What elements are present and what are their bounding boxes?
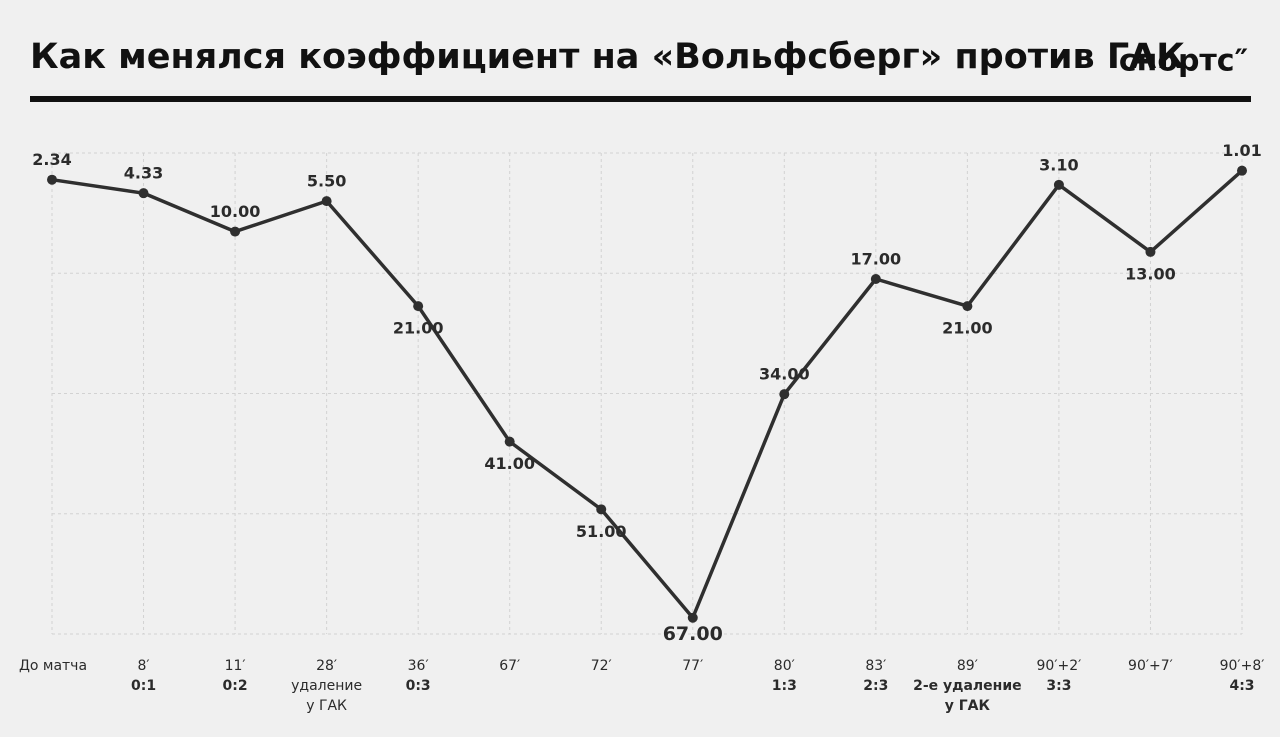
value-label: 21.00 [393, 319, 444, 338]
point [687, 612, 698, 623]
value-label: 5.50 [307, 172, 346, 191]
event-box: 0:1 [130, 678, 157, 694]
event-label: 1:3 [771, 678, 797, 694]
value-label: 4.33 [124, 164, 163, 183]
value-label: 67.00 [663, 623, 723, 645]
value-label: 1.01 [1222, 141, 1261, 160]
point [1145, 246, 1156, 257]
event-label: 2:3 [863, 678, 889, 694]
title-rule [30, 96, 1251, 102]
point [504, 436, 515, 447]
point [870, 274, 881, 285]
event-box: 0:3 [405, 678, 431, 694]
value-label: 2.34 [32, 150, 71, 169]
event-box: 2:3 [863, 678, 889, 694]
event-box: 4:3 [1229, 678, 1255, 694]
x-tick-label: 90′+2′ [1037, 658, 1082, 674]
event-box: 3:3 [1046, 678, 1072, 694]
event-box: 2-е удаление у ГАК [913, 678, 1022, 714]
x-tick-label: 77′ [682, 658, 703, 674]
x-tick-label: 67′ [499, 658, 520, 674]
x-tick-label: 89′ [957, 658, 978, 674]
event-label: 0:3 [405, 678, 431, 694]
value-label: 34.00 [759, 365, 810, 384]
point [779, 389, 790, 400]
point [1053, 179, 1064, 190]
x-tick-label: До матча [19, 658, 87, 674]
x-tick-label: 8′ [137, 658, 149, 674]
point [1237, 165, 1247, 176]
logo: спортс″ [1119, 44, 1248, 79]
event-box: 0:2 [222, 678, 248, 694]
point [413, 301, 424, 312]
event-box: удаление у ГАК [291, 678, 363, 714]
value-label: 3.10 [1039, 155, 1078, 174]
point [138, 188, 149, 199]
event-box: 1:3 [771, 678, 797, 694]
point [596, 504, 607, 515]
value-label: 21.00 [942, 319, 993, 338]
x-tick-label: 72′ [591, 658, 612, 674]
event-label: удаление у ГАК [291, 678, 363, 714]
value-label: 13.00 [1125, 264, 1176, 283]
point [230, 226, 241, 237]
value-label: 17.00 [851, 250, 902, 269]
x-tick-label: 80′ [774, 658, 795, 674]
x-tick-label: 28′ [316, 658, 337, 674]
x-tick-label: 90′+8′ [1220, 658, 1265, 674]
event-label: 3:3 [1046, 678, 1072, 694]
x-tick-label: 90′+7′ [1128, 658, 1173, 674]
point [47, 174, 57, 185]
event-label: 4:3 [1229, 678, 1255, 694]
point [321, 196, 332, 207]
chart-title: Как менялся коэффициент на «Вольфсберг» … [30, 37, 1185, 77]
value-label: 10.00 [210, 202, 261, 221]
line [51, 169, 1244, 620]
x-tick-label: 36′ [408, 658, 429, 674]
x-tick-label: 11′ [225, 658, 246, 674]
event-label: 0:1 [130, 678, 157, 694]
point [962, 301, 973, 312]
value-label: 51.00 [576, 522, 627, 541]
x-tick-label: 83′ [865, 658, 886, 674]
value-label: 41.00 [484, 454, 535, 473]
event-label: 2-е удаление у ГАК [913, 678, 1022, 714]
event-label: 0:2 [222, 678, 248, 694]
